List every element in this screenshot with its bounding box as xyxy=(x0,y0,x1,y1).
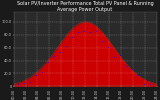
Point xyxy=(100,40,103,42)
Point xyxy=(34,74,37,76)
Point xyxy=(28,81,31,82)
Point xyxy=(148,84,151,85)
Point xyxy=(22,82,25,84)
Point xyxy=(136,74,139,76)
Point xyxy=(79,29,82,31)
Point xyxy=(64,45,67,46)
Point xyxy=(67,38,70,39)
Point xyxy=(118,55,121,56)
Point xyxy=(124,66,127,67)
Point xyxy=(37,72,40,74)
Point xyxy=(76,31,79,32)
Point xyxy=(70,36,73,38)
Point xyxy=(133,76,136,78)
Point xyxy=(49,66,52,67)
Point xyxy=(151,86,154,87)
Point xyxy=(52,55,55,57)
Point xyxy=(55,54,58,56)
Point xyxy=(40,71,43,73)
Point xyxy=(31,80,34,82)
Point xyxy=(73,35,76,37)
Point xyxy=(85,27,88,28)
Point xyxy=(145,79,148,81)
Title: Solar PV/Inverter Performance Total PV Panel & Running Average Power Output: Solar PV/Inverter Performance Total PV P… xyxy=(17,1,153,12)
Point xyxy=(109,48,112,50)
Point xyxy=(103,40,106,41)
Point xyxy=(25,85,28,86)
Point xyxy=(127,68,130,70)
Point xyxy=(139,79,142,81)
Point xyxy=(130,68,133,70)
Point xyxy=(61,51,64,53)
Point xyxy=(121,63,124,64)
Point xyxy=(106,46,109,48)
Point xyxy=(88,31,91,33)
Point xyxy=(112,56,115,58)
Point xyxy=(91,38,94,39)
Point xyxy=(142,83,145,85)
Point xyxy=(82,30,85,32)
Point xyxy=(97,38,100,39)
Point xyxy=(58,51,61,53)
Point xyxy=(19,80,22,82)
Point xyxy=(16,83,19,85)
Point xyxy=(43,62,46,64)
Point xyxy=(94,30,97,32)
Point xyxy=(115,58,118,60)
Point xyxy=(46,62,49,63)
